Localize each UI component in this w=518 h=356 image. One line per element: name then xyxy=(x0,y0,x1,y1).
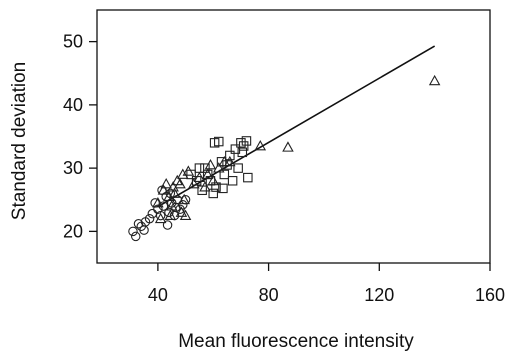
square-point xyxy=(194,163,205,173)
triangle-point xyxy=(282,141,294,152)
circle-point xyxy=(133,219,144,229)
triangle-point xyxy=(177,168,189,179)
x-tick-label: 40 xyxy=(148,285,168,305)
triangle-point xyxy=(428,74,441,86)
square-point xyxy=(208,188,218,199)
triangle-point xyxy=(213,162,225,173)
square-point xyxy=(200,163,210,173)
circle-point xyxy=(128,226,138,237)
square-point xyxy=(225,150,235,161)
y-axis-title: Standard deviation xyxy=(9,62,30,220)
y-tick-label: 20 xyxy=(63,221,83,241)
square-point xyxy=(216,157,227,167)
y-tick-label: 50 xyxy=(63,32,83,52)
triangle-point xyxy=(175,206,188,217)
square-point xyxy=(219,169,230,180)
triangle-point xyxy=(165,200,178,211)
circle-point xyxy=(144,213,155,224)
square-point xyxy=(218,183,228,194)
triangle-point xyxy=(152,196,164,208)
square-point xyxy=(211,182,221,192)
triangle-point xyxy=(199,181,211,192)
square-point xyxy=(241,136,252,146)
square-point xyxy=(191,176,202,186)
circle-point xyxy=(164,207,174,218)
triangle-point xyxy=(154,212,167,224)
square-point xyxy=(233,163,243,173)
circle-point xyxy=(155,210,166,221)
scatter-points xyxy=(128,74,441,242)
triangle-point xyxy=(157,184,170,195)
regression-line-group xyxy=(157,45,436,208)
circle-point xyxy=(147,208,158,219)
square-point xyxy=(205,176,216,186)
square-point xyxy=(237,147,248,158)
circle-point xyxy=(171,202,181,213)
circle-point xyxy=(162,220,173,230)
square-point xyxy=(197,185,207,196)
circle-point xyxy=(130,231,141,242)
x-tick-label: 120 xyxy=(364,285,394,305)
triangle-point xyxy=(179,209,192,220)
triangle-point xyxy=(188,177,200,189)
triangle-point xyxy=(168,187,181,198)
triangle-point xyxy=(224,155,236,167)
y-tick-label: 40 xyxy=(63,95,83,115)
x-tick-label: 160 xyxy=(475,285,505,305)
square-point xyxy=(243,172,253,183)
circle-point xyxy=(158,201,169,211)
plot-frame xyxy=(96,9,491,264)
square-point xyxy=(238,141,249,151)
x-axis-title: Mean fluorescence intensity xyxy=(178,331,414,352)
regression-line xyxy=(157,45,436,208)
triangle-point xyxy=(254,140,267,151)
square-point xyxy=(214,136,224,147)
triangle-point xyxy=(193,171,206,183)
triangle-point xyxy=(164,209,177,220)
y-tick-label: 30 xyxy=(63,158,83,178)
triangle-point xyxy=(182,165,195,176)
square-point xyxy=(202,169,213,180)
triangle-point xyxy=(204,159,217,170)
square-point xyxy=(236,138,246,148)
square-point xyxy=(222,160,232,170)
x-tick-label: 80 xyxy=(259,285,279,305)
triangle-point xyxy=(178,193,190,205)
triangle-point xyxy=(160,177,172,189)
square-point xyxy=(186,169,196,180)
triangle-point xyxy=(174,177,186,189)
triangle-point xyxy=(163,190,175,202)
axis-ticks: 40 80 120 160 20 30 40 50 xyxy=(63,32,505,305)
circle-point xyxy=(153,204,163,214)
square-point xyxy=(227,176,238,186)
